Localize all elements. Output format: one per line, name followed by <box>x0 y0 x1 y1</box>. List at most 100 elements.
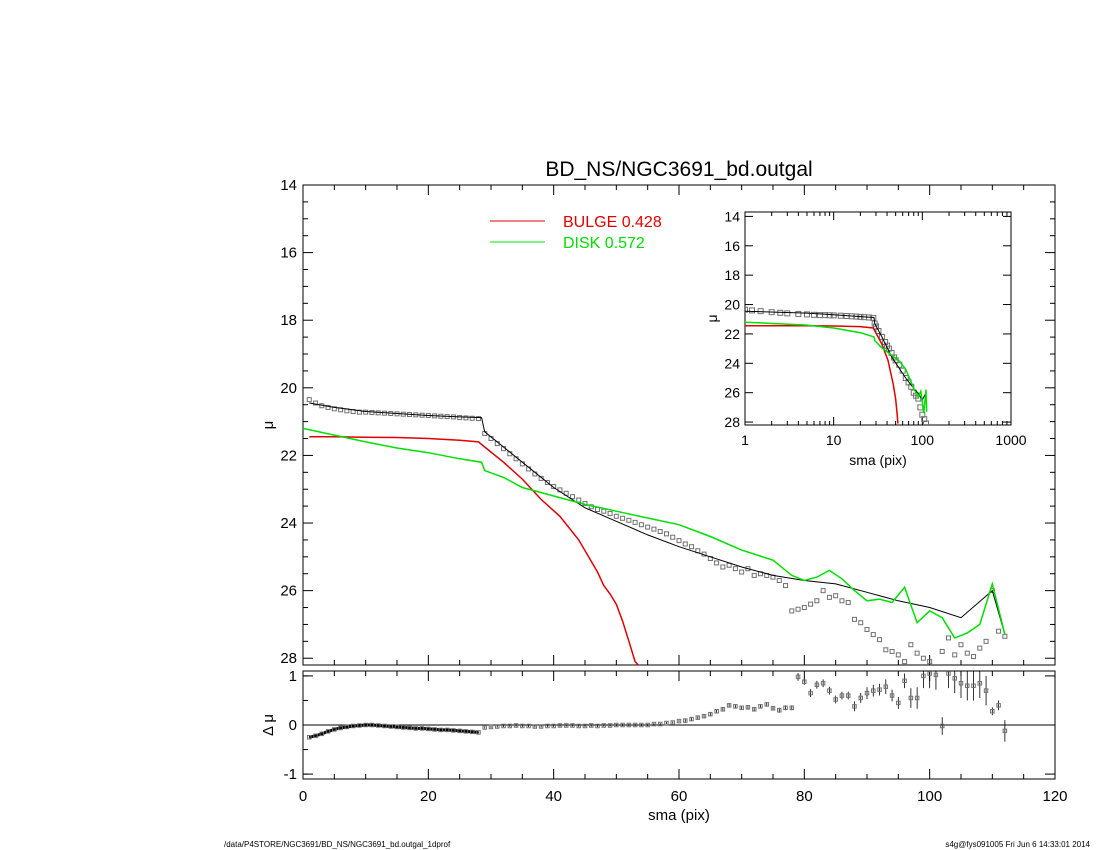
data-point <box>851 616 857 622</box>
data-point <box>789 608 795 614</box>
y-axis-label: Δ μ <box>260 714 277 736</box>
data-point <box>784 310 791 317</box>
data-point <box>739 569 745 575</box>
data-point <box>475 416 481 422</box>
chart-title: BD_NS/NGC3691_bd.outgal <box>545 158 812 181</box>
data-point <box>720 564 726 570</box>
data-point <box>551 484 557 490</box>
residual-point <box>357 723 362 728</box>
residual-point <box>676 718 682 724</box>
residual-point <box>908 695 914 701</box>
data-point <box>620 515 626 521</box>
residual-point <box>733 704 738 709</box>
legend-label-disk: DISK 0.572 <box>563 235 645 252</box>
data-point <box>714 560 720 566</box>
residual-point <box>958 681 964 686</box>
data-point <box>964 650 970 656</box>
residual-point <box>827 688 832 693</box>
data-point <box>463 415 469 421</box>
residual-point <box>864 690 870 696</box>
residual-point <box>482 725 487 730</box>
data-point <box>645 524 651 530</box>
residual-point <box>820 681 826 686</box>
data-point <box>363 409 369 415</box>
data-point <box>356 409 362 415</box>
residual-point <box>808 690 813 696</box>
y-tick-label: 26 <box>280 583 297 600</box>
residual-point <box>614 722 619 728</box>
residual-point <box>532 724 538 729</box>
residual-point <box>570 723 575 728</box>
residual-point <box>852 704 857 709</box>
residual-point <box>651 721 657 727</box>
data-point <box>919 411 926 418</box>
data-point <box>902 659 908 665</box>
residual-point <box>695 715 701 720</box>
residual-point <box>319 731 325 737</box>
residual-point <box>507 723 513 729</box>
inset-y-tick-label: 18 <box>724 267 740 283</box>
residual-point <box>407 725 412 731</box>
data-point <box>651 526 657 532</box>
residual-point <box>983 688 989 693</box>
residual-point <box>965 683 970 688</box>
disk-line <box>303 427 1006 639</box>
y-tick-label: 14 <box>280 177 297 194</box>
residual-point <box>1002 728 1008 734</box>
inset-x-tick-label: 10 <box>826 432 842 448</box>
model-line <box>745 310 927 402</box>
residual-point <box>871 688 876 693</box>
residual-point <box>927 671 932 676</box>
y-tick-label: 1 <box>289 668 297 685</box>
inset-y-tick-label: 26 <box>724 385 740 401</box>
legend-label-bulge: BULGE 0.428 <box>563 214 662 231</box>
data-point <box>313 400 319 406</box>
x-tick-label: 120 <box>1042 788 1067 805</box>
residual-point <box>620 722 625 728</box>
data-point <box>920 655 926 661</box>
data-point <box>331 406 337 412</box>
residual-point <box>350 723 356 729</box>
bulge-line <box>309 436 640 665</box>
inset-x-tick-label: 1 <box>741 432 749 448</box>
footer-user-timestamp: s4g@fys091005 Fri Jun 6 14:33:01 2014 <box>945 840 1090 849</box>
data-point <box>958 642 964 648</box>
residual-point <box>495 724 500 729</box>
data-point <box>607 511 613 517</box>
residual-point <box>513 723 519 728</box>
inset-log-plot: 14 16 18 20 22 24 26 281 10 100 1000 sma (pix) μ <box>704 208 1027 468</box>
data-point <box>544 479 550 485</box>
data-point <box>923 420 930 425</box>
data-point <box>914 650 920 656</box>
y-tick-label: 0 <box>289 717 297 734</box>
residual-point <box>689 716 694 722</box>
residual-point <box>645 722 650 728</box>
x-tick-label: 20 <box>420 788 437 805</box>
data-point <box>632 519 638 525</box>
disk-line <box>745 321 928 414</box>
x-tick-label: 40 <box>545 788 562 805</box>
data-point <box>732 566 738 572</box>
data-point <box>795 310 802 317</box>
residual-point <box>338 725 343 731</box>
residual-point <box>563 723 569 728</box>
residual-point <box>996 703 1001 708</box>
data-point <box>457 415 463 421</box>
data-point <box>638 522 644 528</box>
residual-point <box>332 727 337 732</box>
residual-point <box>777 708 782 713</box>
data-point <box>745 566 751 572</box>
residual-point <box>551 723 556 729</box>
residual-inner-curve <box>308 723 479 739</box>
residual-point <box>977 681 983 686</box>
y-tick-label: 22 <box>280 447 297 464</box>
residual-point <box>576 723 581 729</box>
y-tick-label: -1 <box>284 766 297 783</box>
data-point <box>306 397 312 403</box>
data-point <box>921 416 928 423</box>
legend: BULGE 0.428 DISK 0.572 <box>490 214 662 252</box>
residual-point <box>344 724 350 730</box>
data-point <box>676 538 682 544</box>
residual-point <box>313 733 318 739</box>
